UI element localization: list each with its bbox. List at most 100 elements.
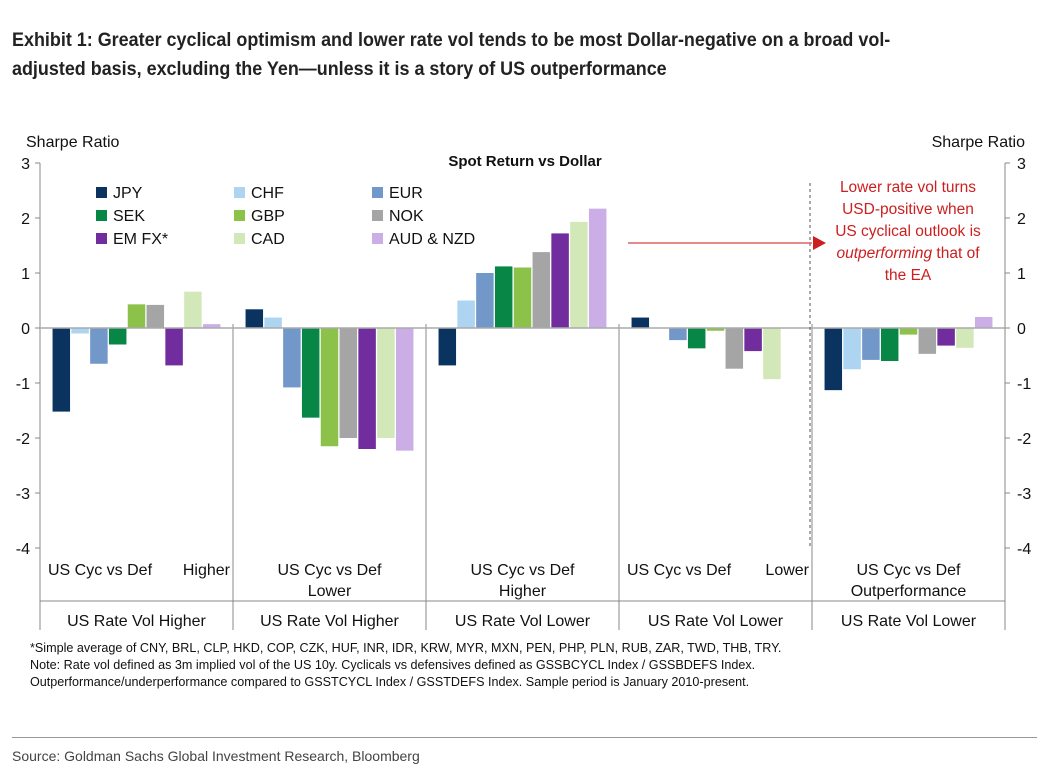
annotation-text: the EA — [885, 267, 932, 284]
annotation-text: outperforming that of — [836, 245, 980, 262]
y-tick-label-left: -2 — [16, 431, 30, 448]
legend-label: CAD — [251, 231, 285, 248]
legend-label: NOK — [389, 208, 424, 225]
bar-sek — [494, 266, 513, 328]
bar-eur — [283, 328, 301, 388]
y-tick-label-right: 3 — [1017, 156, 1026, 173]
bar-aud-nzd — [588, 208, 607, 328]
bar-eur — [669, 328, 687, 341]
bar-nok — [918, 328, 937, 354]
annotation-text: US cyclical outlook is — [835, 223, 981, 240]
bar-cad — [763, 328, 781, 380]
category-label-qualifier: Outperformance — [851, 583, 967, 600]
legend-label: AUD & NZD — [389, 231, 475, 248]
bar-jpy — [245, 309, 264, 328]
legend-swatch — [96, 233, 107, 244]
bar-chf — [71, 328, 89, 334]
y-tick-label-left: 0 — [21, 321, 30, 338]
y-tick-label-left: -3 — [16, 486, 30, 503]
chart-title: Spot Return vs Dollar — [448, 153, 602, 170]
legend-swatch — [372, 233, 383, 244]
category-label: US Cyc vs Def — [627, 562, 732, 579]
bar-gbp — [320, 328, 339, 447]
bar-jpy — [52, 328, 71, 412]
bar-em-fx- — [551, 233, 569, 328]
legend-label: EM FX* — [113, 231, 168, 248]
legend-swatch — [372, 210, 383, 221]
bar-eur — [862, 328, 880, 360]
bar-cad — [184, 291, 202, 328]
category-label-qualifier: Higher — [183, 562, 231, 579]
bar-nok — [725, 328, 744, 369]
category-label: US Cyc vs Def — [470, 562, 575, 579]
y-tick-label-right: -1 — [1017, 376, 1031, 393]
legend-swatch — [372, 187, 383, 198]
category-label-qualifier: Lower — [765, 562, 809, 579]
group-label: US Rate Vol Higher — [260, 613, 399, 630]
bar-gbp — [706, 328, 725, 331]
legend-swatch — [96, 210, 107, 221]
bar-gbp — [899, 328, 918, 335]
annotation-arrow-head — [813, 236, 826, 250]
annotation-text: Lower rate vol turns — [840, 179, 976, 196]
legend-swatch — [96, 187, 107, 198]
bar-nok — [532, 252, 551, 328]
y-tick-label-right: -2 — [1017, 431, 1031, 448]
y-tick-label-right: 2 — [1017, 211, 1026, 228]
y-tick-label-left: 1 — [21, 266, 30, 283]
annotation-text: USD-positive when — [842, 201, 974, 218]
bar-aud-nzd — [974, 317, 993, 328]
legend-label: JPY — [113, 185, 143, 202]
y-tick-label-right: 0 — [1017, 321, 1026, 338]
divider — [12, 737, 1037, 738]
legend-swatch — [234, 187, 245, 198]
legend-swatch — [234, 210, 245, 221]
bar-cad — [377, 328, 395, 438]
y-tick-label-left: -4 — [16, 541, 30, 558]
exhibit-title: Exhibit 1: Greater cyclical optimism and… — [12, 29, 891, 80]
bar-em-fx- — [165, 328, 183, 366]
bar-nok — [146, 304, 165, 328]
footnote-3: Outperformance/underperformance compared… — [30, 675, 750, 689]
bar-jpy — [438, 328, 457, 366]
footnote-2: Note: Rate vol defined as 3m implied vol… — [30, 658, 756, 672]
legend-label: GBP — [251, 208, 285, 225]
legend-label: SEK — [113, 208, 145, 225]
bar-chf — [457, 300, 475, 328]
group-label: US Rate Vol Lower — [648, 613, 784, 630]
category-label: US Cyc vs Def — [856, 562, 961, 579]
bar-eur — [476, 273, 494, 328]
bar-nok — [339, 328, 358, 438]
bar-cad — [570, 221, 588, 328]
bar-gbp — [513, 267, 532, 328]
category-label: US Cyc vs Def — [48, 562, 153, 579]
bar-aud-nzd — [395, 328, 414, 451]
bar-chf — [264, 317, 282, 328]
bar-cad — [956, 328, 974, 348]
y-axis-label-left: Sharpe Ratio — [26, 134, 119, 151]
category-label: US Cyc vs Def — [277, 562, 382, 579]
group-label: US Rate Vol Higher — [67, 613, 206, 630]
category-label-qualifier: Lower — [308, 583, 352, 600]
group-label: US Rate Vol Lower — [455, 613, 591, 630]
bar-sek — [687, 328, 706, 349]
y-tick-label-left: -1 — [16, 376, 30, 393]
bar-em-fx- — [937, 328, 955, 346]
footnote-1: *Simple average of CNY, BRL, CLP, HKD, C… — [30, 641, 782, 655]
bar-gbp — [127, 304, 146, 328]
y-tick-label-right: -4 — [1017, 541, 1031, 558]
y-tick-label-right: -3 — [1017, 486, 1031, 503]
legend-label: EUR — [389, 185, 423, 202]
y-tick-label-left: 3 — [21, 156, 30, 173]
bar-jpy — [824, 328, 843, 391]
bar-sek — [108, 328, 127, 345]
y-tick-label-left: 2 — [21, 211, 30, 228]
y-axis-label-right: Sharpe Ratio — [932, 134, 1025, 151]
bar-em-fx- — [744, 328, 762, 352]
bar-eur — [90, 328, 108, 364]
y-tick-label-right: 1 — [1017, 266, 1026, 283]
category-label-qualifier: Higher — [499, 583, 547, 600]
bar-sek — [301, 328, 320, 418]
bar-aud-nzd — [202, 324, 221, 328]
